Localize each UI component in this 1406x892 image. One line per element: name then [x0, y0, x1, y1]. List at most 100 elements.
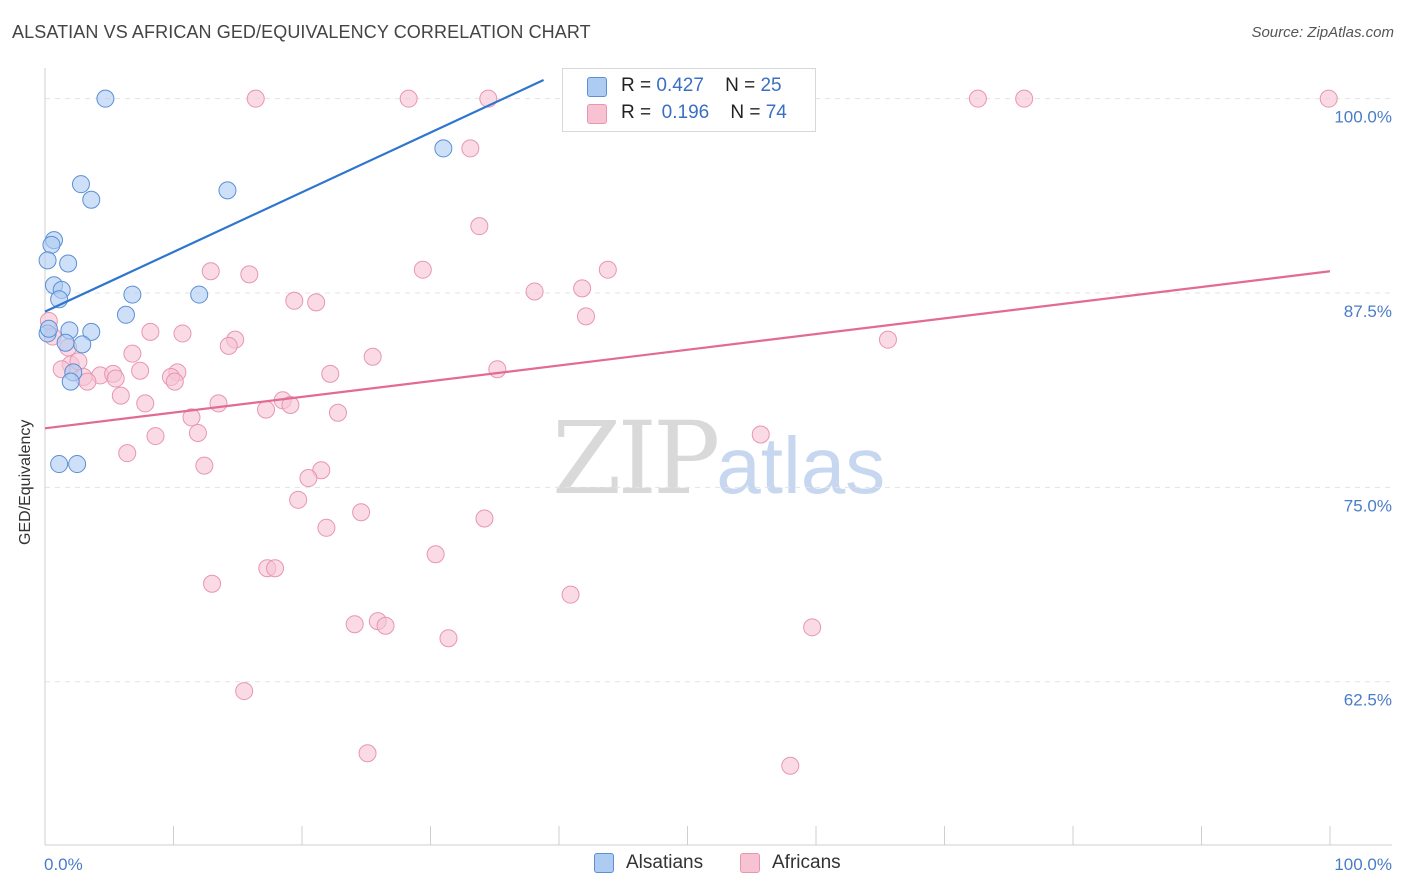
r-value: 0.196: [661, 102, 710, 123]
african-point: [141, 322, 160, 341]
n-value: 25: [760, 75, 782, 96]
alsatian-point: [434, 139, 453, 158]
correlation-legend: R = 0.427 N = 25 R = 0.196 N = 74: [562, 68, 816, 132]
african-point: [209, 394, 228, 413]
alsatian-point: [38, 251, 57, 270]
african-point: [246, 89, 265, 108]
african-point: [1015, 89, 1034, 108]
african-point: [470, 217, 489, 236]
n-value: 74: [765, 102, 787, 123]
african-point: [399, 89, 418, 108]
african-point: [781, 756, 800, 775]
african-point: [345, 615, 364, 634]
african-point: [321, 364, 340, 383]
african-point: [376, 616, 395, 635]
african-point: [299, 469, 318, 488]
alsatian-point: [82, 190, 101, 209]
y-tick-label: 62.5%: [1344, 691, 1392, 710]
alsatian-point: [68, 455, 87, 474]
n-label: N =: [725, 75, 756, 96]
alsatian-point: [190, 285, 209, 304]
african-point: [328, 403, 347, 422]
african-point: [878, 330, 897, 349]
x-tick-label: 100.0%: [1334, 855, 1392, 874]
african-point: [307, 293, 326, 312]
alsatian-point: [39, 319, 58, 338]
x-tick-label: 0.0%: [44, 855, 83, 874]
alsatian-point: [218, 181, 237, 200]
african-point: [561, 585, 580, 604]
african-point: [525, 282, 544, 301]
african-point: [173, 324, 192, 343]
african-point: [165, 372, 184, 391]
alsatian-point: [56, 333, 75, 352]
african-point: [281, 395, 300, 414]
african-point: [968, 89, 987, 108]
alsatian-point: [42, 235, 61, 254]
african-point: [118, 444, 137, 463]
alsatian-point: [61, 372, 80, 391]
african-point: [363, 347, 382, 366]
african-point: [439, 629, 458, 648]
alsatians-legend-swatch: [594, 853, 614, 873]
african-point: [266, 559, 285, 578]
african-point: [352, 503, 371, 522]
african-point: [751, 425, 770, 444]
african-point: [413, 260, 432, 279]
r-label: R =: [621, 102, 652, 123]
african-point: [111, 386, 130, 405]
african-point: [358, 744, 377, 763]
african-point: [240, 265, 259, 284]
y-tick-label: 75.0%: [1344, 496, 1392, 515]
alsatian-point: [96, 89, 115, 108]
legend-stats-africans: R = 0.196 N = 74: [621, 102, 787, 124]
alsatian-point: [82, 322, 101, 341]
african-point: [317, 518, 336, 537]
african-point: [235, 682, 254, 701]
africans-legend-swatch: [740, 853, 760, 873]
african-point: [136, 394, 155, 413]
african-point: [146, 427, 165, 446]
african-point: [598, 260, 617, 279]
african-point: [195, 456, 214, 475]
african-point: [488, 360, 507, 379]
african-trend-line: [44, 270, 1331, 430]
african-point: [182, 408, 201, 427]
alsatian-point: [59, 254, 78, 273]
african-point: [576, 307, 595, 326]
r-value: 0.427: [656, 75, 704, 96]
y-tick-label: 100.0%: [1334, 108, 1392, 127]
n-label: N =: [730, 102, 761, 123]
african-point: [803, 618, 822, 637]
alsatian-trend-line: [44, 79, 545, 313]
african-point: [203, 574, 222, 593]
african-point: [123, 344, 142, 363]
african-point: [106, 369, 125, 388]
y-tick-label: 87.5%: [1344, 302, 1392, 321]
african-point: [257, 400, 276, 419]
african-point: [188, 423, 207, 442]
chart-title: ALSATIAN VS AFRICAN GED/EQUIVALENCY CORR…: [12, 22, 591, 42]
african-point: [1319, 89, 1338, 108]
alsatians-legend-label: Alsatians: [626, 852, 704, 873]
african-point: [131, 361, 150, 380]
alsatian-point: [71, 175, 90, 194]
alsatian-point: [73, 335, 92, 354]
alsatian-point: [50, 455, 69, 474]
african-point: [426, 545, 445, 564]
african-point: [289, 490, 308, 509]
african-point: [475, 509, 494, 528]
african-point: [201, 262, 220, 281]
y-axis-label: GED/Equivalency: [17, 419, 34, 545]
african-point: [285, 291, 304, 310]
alsatians-swatch: [587, 77, 607, 97]
alsatian-point: [116, 305, 135, 324]
r-label: R =: [621, 75, 652, 96]
africans-swatch: [587, 104, 607, 124]
african-point: [461, 139, 480, 158]
african-point: [219, 336, 238, 355]
africans-legend-label: Africans: [772, 852, 841, 873]
alsatian-point: [123, 285, 142, 304]
african-point: [573, 279, 592, 298]
